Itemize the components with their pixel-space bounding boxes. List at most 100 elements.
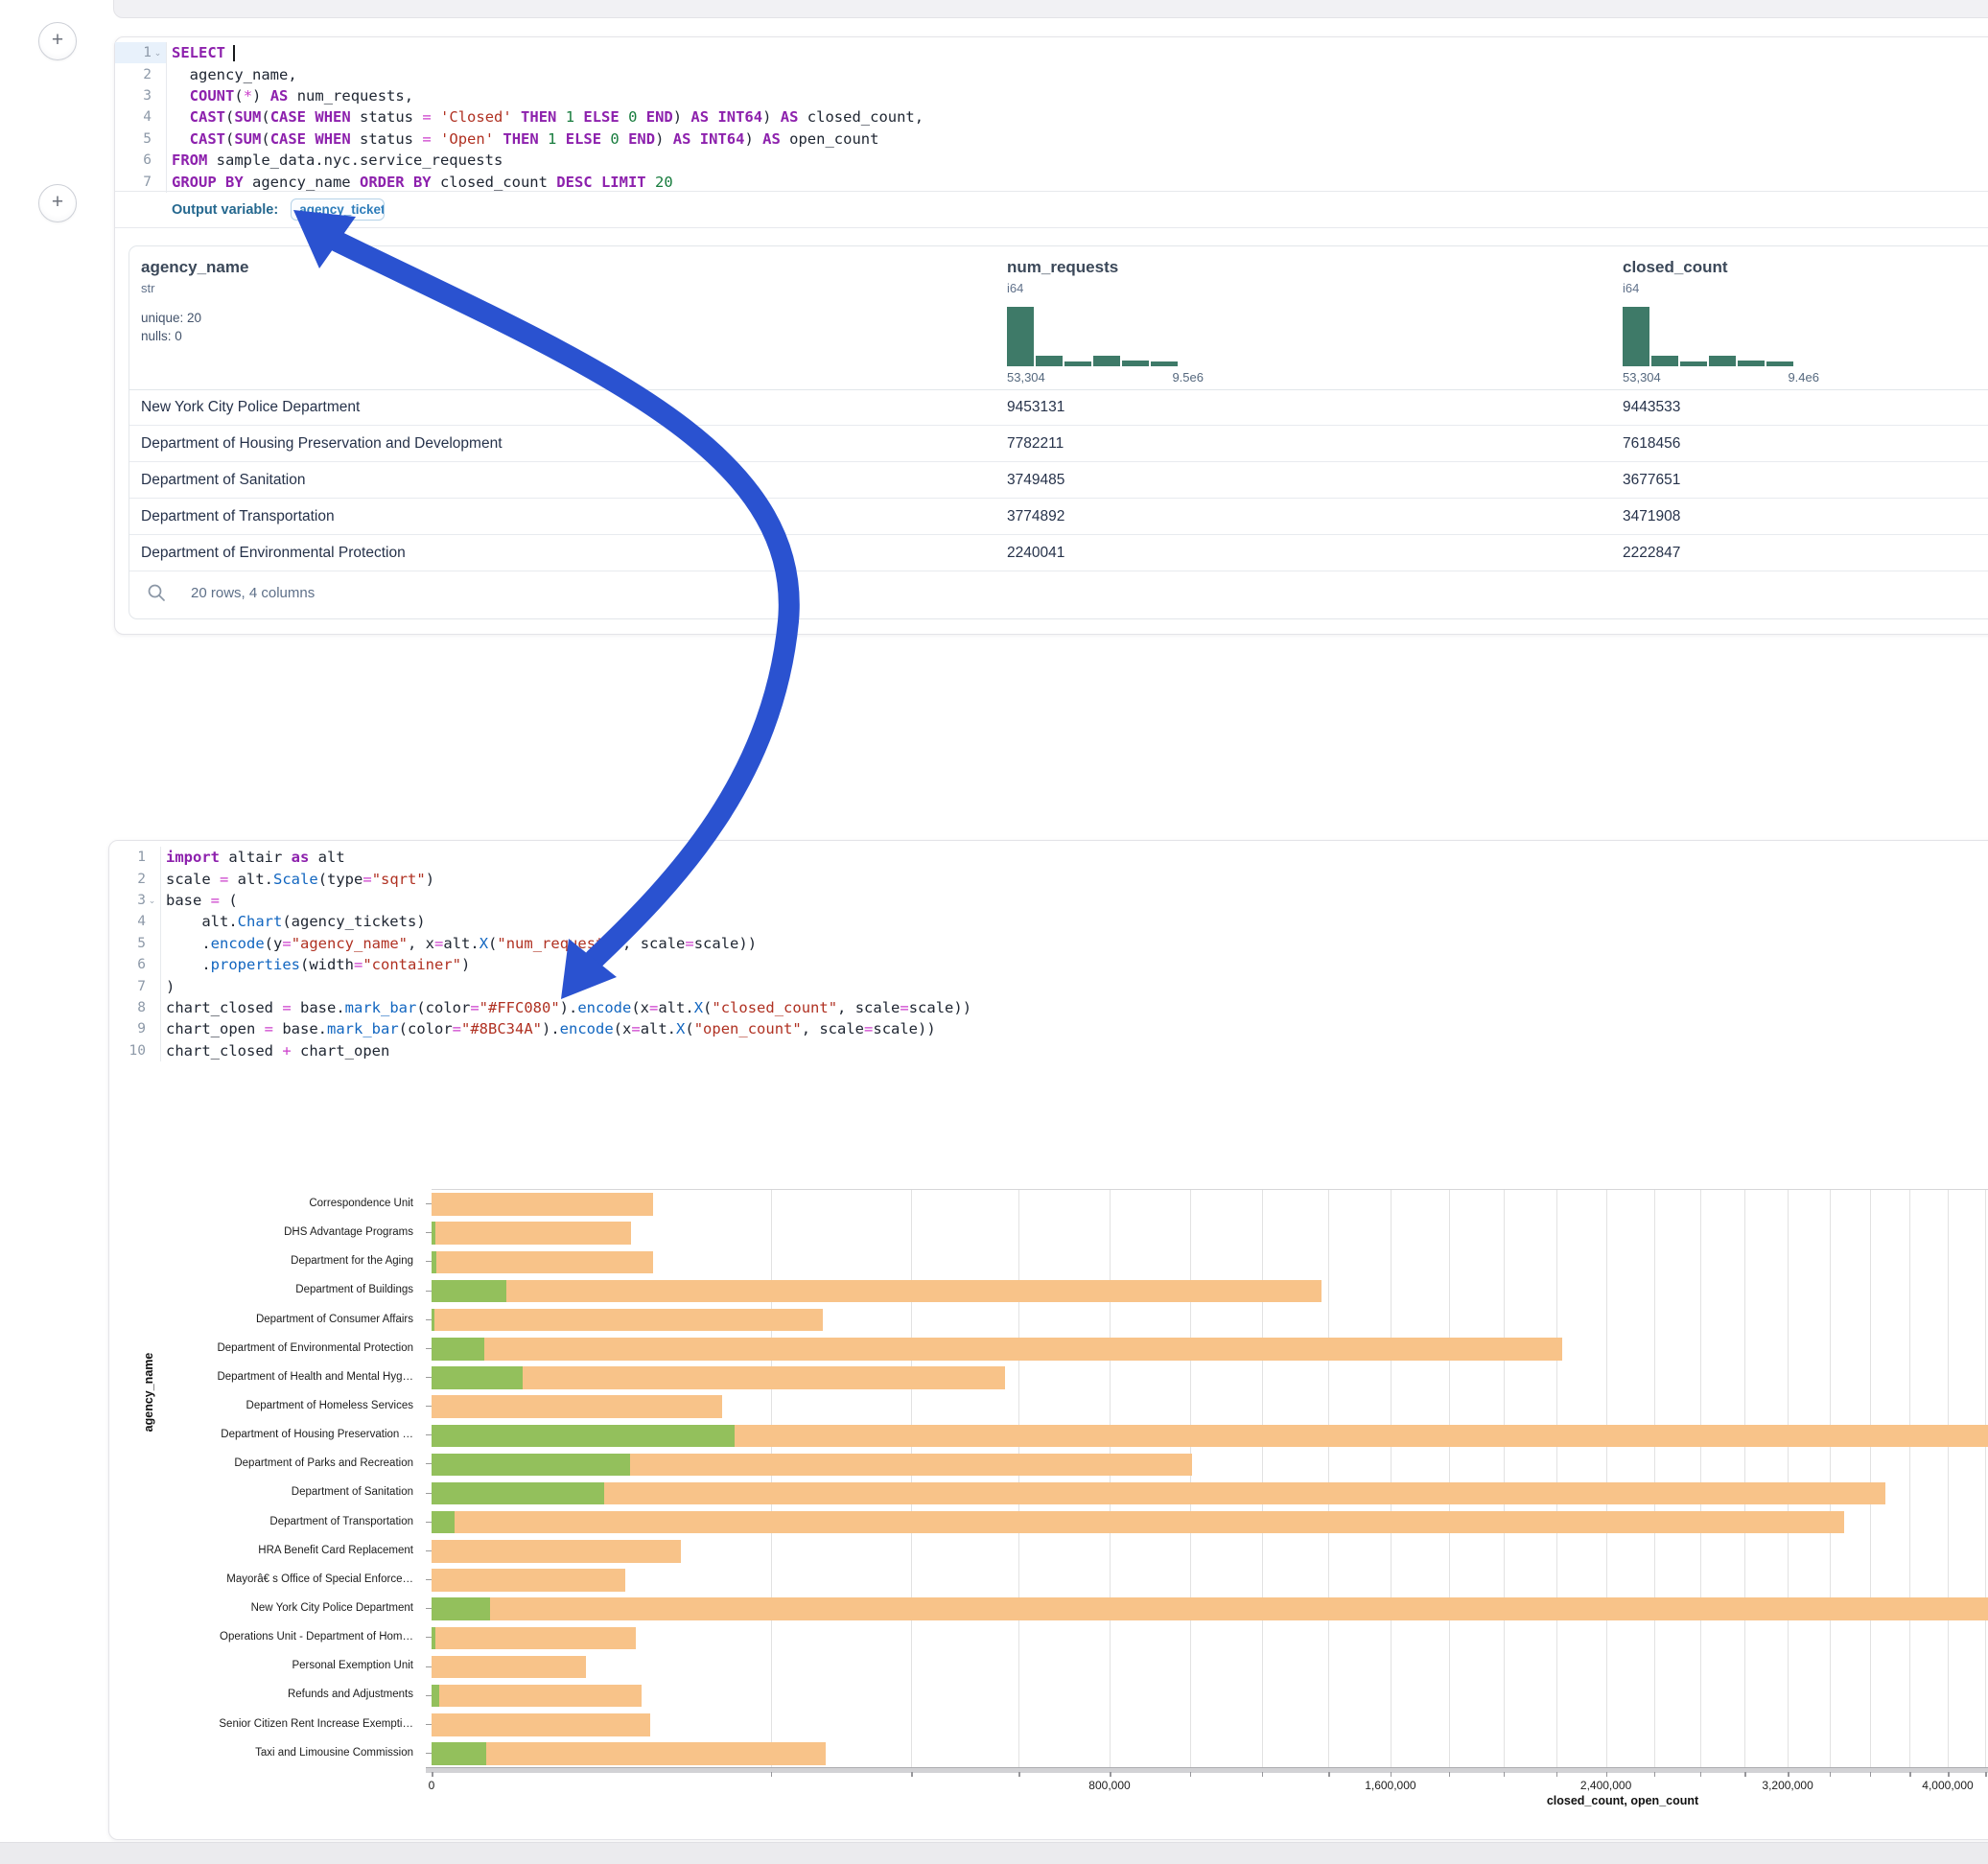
- x-axis-tick: [1261, 1772, 1264, 1777]
- code-line[interactable]: 9 chart_open = base.mark_bar(color="#8BC3…: [109, 1018, 1988, 1040]
- sql-code-editor[interactable]: 1 ⌄ SELECT 2 agency_name, 3 COUNT(*) AS num_…: [115, 37, 1988, 193]
- table-body: New York City Police Department 9453131 94…: [129, 389, 1988, 571]
- line-number-gutter: 2: [115, 63, 167, 85]
- python-code-editor[interactable]: 1 import altair as alt 2 scale = alt.Scale(…: [109, 841, 1988, 1061]
- histogram-bar: [1064, 361, 1091, 366]
- output-variable-bar: Output variable: agency_tickets: [115, 191, 1988, 228]
- search-icon[interactable]: [147, 583, 166, 602]
- gridline: [1869, 1190, 1871, 1768]
- gridline: [1018, 1190, 1020, 1768]
- code-text: GROUP BY agency_name ORDER BY closed_cou…: [172, 173, 673, 191]
- code-line[interactable]: 6 FROM sample_data.nyc.service_requests: [115, 149, 1988, 172]
- closed-count-bar: [432, 1597, 1988, 1620]
- x-axis-tick: [911, 1772, 913, 1777]
- code-line[interactable]: 5 CAST(SUM(CASE WHEN status = 'Open' THE…: [115, 128, 1988, 150]
- hist-max-label: 9.5e6: [1172, 370, 1204, 384]
- x-axis-tick: [1448, 1772, 1451, 1777]
- code-text: alt.Chart(agency_tickets): [166, 913, 426, 931]
- add-cell-button[interactable]: +: [38, 184, 77, 222]
- y-axis-tick: [426, 1521, 432, 1523]
- code-line[interactable]: 7 GROUP BY agency_name ORDER BY closed_co…: [115, 171, 1988, 193]
- column-header-agency-name[interactable]: agency_name str unique: 20 nulls: 0: [141, 258, 248, 345]
- closed-count-bar: [432, 1713, 650, 1736]
- code-line[interactable]: 8 chart_closed = base.mark_bar(color="#FF…: [109, 996, 1988, 1019]
- collapse-chevron-icon[interactable]: ⌄: [153, 48, 162, 58]
- gridline: [1328, 1190, 1330, 1768]
- code-line[interactable]: 1 import altair as alt: [109, 847, 1988, 869]
- closed-count-bar: [432, 1742, 826, 1765]
- closed-count-bar: [432, 1193, 653, 1216]
- add-cell-button[interactable]: +: [38, 22, 77, 60]
- open-count-bar: [432, 1510, 455, 1534]
- code-line[interactable]: 6 .properties(width="container"): [109, 953, 1988, 976]
- y-axis-tick: [426, 1406, 432, 1408]
- altair-bar-chart: [432, 1189, 1988, 1768]
- y-axis-tick: [426, 1434, 432, 1436]
- closed-count-bar: [432, 1424, 1988, 1447]
- table-cell: Department of Transportation: [141, 508, 335, 524]
- histogram-bar: [1623, 307, 1649, 366]
- x-axis-tick: [1948, 1772, 1950, 1777]
- table-cell: 3677651: [1623, 472, 1681, 488]
- code-text: CAST(SUM(CASE WHEN status = 'Open' THEN …: [189, 129, 879, 148]
- table-row[interactable]: Department of Housing Preservation and D…: [129, 426, 1988, 462]
- code-line[interactable]: 5 .encode(y="agency_name", x=alt.X("num_…: [109, 932, 1988, 954]
- y-axis-label: HRA Benefit Card Replacement: [258, 1544, 413, 1556]
- table-row[interactable]: Department of Transportation 3774892 34719…: [129, 499, 1988, 535]
- code-line[interactable]: 10 chart_closed + chart_open: [109, 1039, 1988, 1061]
- column-dtype: str: [141, 281, 155, 295]
- closed-count-bar: [432, 1684, 642, 1708]
- collapse-chevron-icon[interactable]: ⌄: [148, 895, 156, 905]
- text-cursor: [233, 45, 235, 62]
- histogram-bar: [1122, 361, 1149, 366]
- code-line[interactable]: 3 ⌄ base = (: [109, 889, 1988, 912]
- y-axis-label: Department of Consumer Affairs: [255, 1313, 413, 1325]
- table-cell: 7618456: [1623, 435, 1681, 452]
- chart-y-axis-labels: Correspondence Unit DHS Advantage Program…: [144, 1189, 422, 1767]
- gridline: [1605, 1190, 1607, 1768]
- code-text: .encode(y="agency_name", x=alt.X("num_re…: [166, 934, 758, 952]
- y-axis-tick: [426, 1694, 432, 1696]
- open-count-bar: [432, 1424, 736, 1447]
- line-number-gutter: 3: [115, 84, 167, 107]
- code-line[interactable]: 2 scale = alt.Scale(type="sqrt"): [109, 868, 1988, 890]
- x-axis-tick: [1189, 1772, 1191, 1777]
- column-header-closed-count[interactable]: closed_count i64 53,304 9.4e6: [1623, 258, 1819, 384]
- histogram-bar: [1651, 356, 1678, 366]
- table-cell: 2240041: [1007, 545, 1065, 561]
- table-cell: 2222847: [1623, 545, 1681, 561]
- histogram-bar: [1007, 307, 1034, 366]
- table-cell: 9443533: [1623, 399, 1681, 415]
- output-variable-pill[interactable]: agency_tickets: [291, 198, 386, 221]
- y-axis-label: Department of Homeless Services: [246, 1399, 413, 1411]
- code-line[interactable]: 2 agency_name,: [115, 63, 1988, 85]
- column-header-num-requests[interactable]: num_requests i64 53,304 9.5e6: [1007, 258, 1204, 384]
- histogram-bar: [1680, 361, 1707, 366]
- gridline: [1555, 1190, 1557, 1768]
- gridline: [1390, 1190, 1392, 1768]
- line-number-gutter: 4: [109, 911, 161, 933]
- table-cell: Department of Environmental Protection: [141, 545, 406, 561]
- table-cell: 7782211: [1007, 435, 1064, 452]
- code-line[interactable]: 4 alt.Chart(agency_tickets): [109, 911, 1988, 933]
- line-number-gutter: 5: [115, 128, 167, 150]
- code-line[interactable]: 7): [109, 975, 1988, 997]
- y-axis-label: Personal Exemption Unit: [292, 1660, 413, 1672]
- y-axis-tick: [426, 1261, 432, 1263]
- line-number-gutter: 10: [109, 1039, 161, 1061]
- x-axis-tick: [1653, 1772, 1656, 1777]
- y-axis-label: New York City Police Department: [250, 1601, 413, 1614]
- table-row[interactable]: Department of Sanitation 3749485 3677651: [129, 462, 1988, 499]
- y-axis-label: Department of Parks and Recreation: [234, 1457, 413, 1470]
- code-line[interactable]: 1 ⌄ SELECT: [115, 42, 1988, 64]
- gridline: [1189, 1190, 1191, 1768]
- code-text: base = (: [166, 891, 238, 909]
- code-line[interactable]: 3 COUNT(*) AS num_requests,: [115, 84, 1988, 107]
- hist-max-label: 9.4e6: [1788, 370, 1819, 384]
- code-line[interactable]: 4 CAST(SUM(CASE WHEN status = 'Closed' T…: [115, 106, 1988, 128]
- row-count-text: 20 rows, 4 columns: [191, 584, 316, 601]
- open-count-bar: [432, 1308, 435, 1332]
- y-axis-label: Operations Unit - Department of Hom…: [220, 1631, 413, 1643]
- table-row[interactable]: New York City Police Department 9453131 94…: [129, 389, 1988, 426]
- closed-count-bar: [432, 1510, 1844, 1534]
